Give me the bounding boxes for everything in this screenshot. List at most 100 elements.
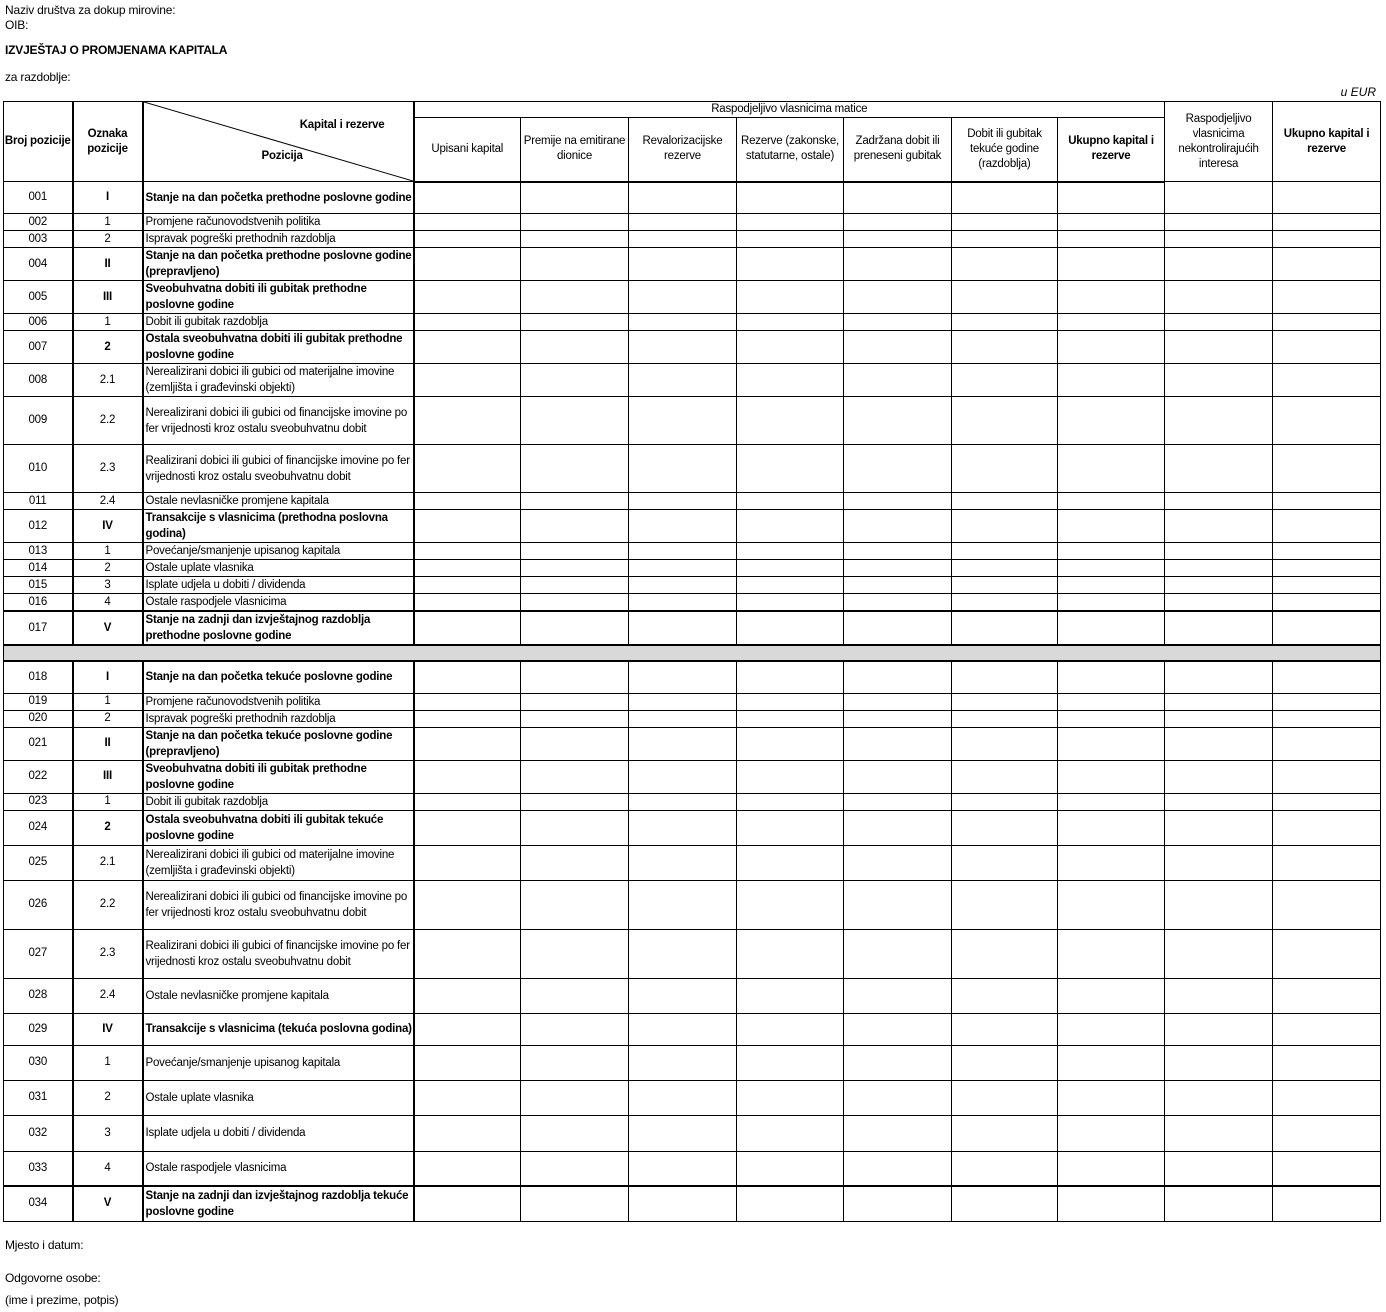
- value-cell[interactable]: [736, 330, 844, 364]
- value-cell[interactable]: [736, 809, 844, 846]
- value-cell[interactable]: [628, 759, 737, 794]
- value-cell[interactable]: [1164, 809, 1274, 846]
- value-cell[interactable]: [413, 1114, 521, 1152]
- value-cell[interactable]: [736, 610, 844, 646]
- value-cell[interactable]: [1272, 726, 1382, 761]
- value-cell[interactable]: [628, 313, 737, 331]
- value-cell[interactable]: [628, 1044, 737, 1081]
- value-cell[interactable]: [1272, 559, 1382, 577]
- value-cell[interactable]: [951, 1012, 1058, 1046]
- value-cell[interactable]: [1164, 726, 1274, 761]
- value-cell[interactable]: [843, 809, 952, 846]
- value-cell[interactable]: [843, 1012, 952, 1046]
- value-cell[interactable]: [628, 181, 737, 214]
- value-cell[interactable]: [1164, 330, 1274, 364]
- value-cell[interactable]: [413, 726, 521, 761]
- value-cell[interactable]: [736, 928, 844, 979]
- value-cell[interactable]: [413, 809, 521, 846]
- value-cell[interactable]: [520, 1185, 629, 1222]
- value-cell[interactable]: [843, 492, 952, 510]
- value-cell[interactable]: [1164, 181, 1274, 214]
- value-cell[interactable]: [1272, 844, 1382, 881]
- value-cell[interactable]: [520, 809, 629, 846]
- value-cell[interactable]: [1272, 1044, 1382, 1081]
- value-cell[interactable]: [1164, 1044, 1274, 1081]
- value-cell[interactable]: [413, 593, 521, 612]
- value-cell[interactable]: [843, 792, 952, 811]
- value-cell[interactable]: [951, 709, 1058, 728]
- value-cell[interactable]: [951, 759, 1058, 794]
- value-cell[interactable]: [1164, 660, 1274, 694]
- value-cell[interactable]: [1272, 363, 1382, 397]
- value-cell[interactable]: [413, 230, 521, 248]
- value-cell[interactable]: [628, 230, 737, 248]
- value-cell[interactable]: [951, 247, 1058, 281]
- value-cell[interactable]: [1164, 692, 1274, 711]
- value-cell[interactable]: [951, 879, 1058, 930]
- value-cell[interactable]: [1056, 542, 1166, 560]
- value-cell[interactable]: [413, 1012, 521, 1046]
- value-cell[interactable]: [413, 396, 521, 445]
- value-cell[interactable]: [413, 313, 521, 331]
- value-cell[interactable]: [520, 928, 629, 979]
- value-cell[interactable]: [1272, 879, 1382, 930]
- value-cell[interactable]: [951, 844, 1058, 881]
- value-cell[interactable]: [1272, 542, 1382, 560]
- value-cell[interactable]: [1164, 492, 1274, 510]
- value-cell[interactable]: [1272, 660, 1382, 694]
- value-cell[interactable]: [1056, 1012, 1166, 1046]
- value-cell[interactable]: [1272, 709, 1382, 728]
- value-cell[interactable]: [1164, 792, 1274, 811]
- value-cell[interactable]: [736, 576, 844, 594]
- value-cell[interactable]: [520, 559, 629, 577]
- value-cell[interactable]: [413, 1044, 521, 1081]
- value-cell[interactable]: [520, 879, 629, 930]
- value-cell[interactable]: [1272, 1114, 1382, 1152]
- value-cell[interactable]: [520, 181, 629, 214]
- value-cell[interactable]: [843, 726, 952, 761]
- value-cell[interactable]: [1164, 363, 1274, 397]
- value-cell[interactable]: [628, 280, 737, 314]
- value-cell[interactable]: [951, 509, 1058, 543]
- value-cell[interactable]: [1164, 593, 1274, 612]
- value-cell[interactable]: [843, 213, 952, 231]
- value-cell[interactable]: [736, 1150, 844, 1187]
- value-cell[interactable]: [413, 977, 521, 1014]
- value-cell[interactable]: [413, 247, 521, 281]
- value-cell[interactable]: [413, 363, 521, 397]
- value-cell[interactable]: [520, 593, 629, 612]
- value-cell[interactable]: [520, 1079, 629, 1116]
- value-cell[interactable]: [736, 444, 844, 493]
- value-cell[interactable]: [951, 1150, 1058, 1187]
- value-cell[interactable]: [1056, 709, 1166, 728]
- value-cell[interactable]: [628, 726, 737, 761]
- value-cell[interactable]: [628, 928, 737, 979]
- value-cell[interactable]: [951, 396, 1058, 445]
- value-cell[interactable]: [1056, 230, 1166, 248]
- value-cell[interactable]: [413, 181, 521, 214]
- value-cell[interactable]: [1056, 280, 1166, 314]
- value-cell[interactable]: [736, 230, 844, 248]
- value-cell[interactable]: [951, 492, 1058, 510]
- value-cell[interactable]: [1164, 610, 1274, 646]
- value-cell[interactable]: [413, 660, 521, 694]
- value-cell[interactable]: [1164, 576, 1274, 594]
- value-cell[interactable]: [520, 444, 629, 493]
- value-cell[interactable]: [736, 692, 844, 711]
- value-cell[interactable]: [1272, 1012, 1382, 1046]
- value-cell[interactable]: [1056, 1150, 1166, 1187]
- value-cell[interactable]: [520, 542, 629, 560]
- value-cell[interactable]: [520, 1150, 629, 1187]
- value-cell[interactable]: [951, 559, 1058, 577]
- value-cell[interactable]: [1164, 759, 1274, 794]
- value-cell[interactable]: [951, 809, 1058, 846]
- value-cell[interactable]: [1272, 1150, 1382, 1187]
- value-cell[interactable]: [736, 542, 844, 560]
- value-cell[interactable]: [1056, 330, 1166, 364]
- value-cell[interactable]: [951, 660, 1058, 694]
- value-cell[interactable]: [1056, 1044, 1166, 1081]
- value-cell[interactable]: [1056, 928, 1166, 979]
- value-cell[interactable]: [736, 1114, 844, 1152]
- value-cell[interactable]: [1056, 1114, 1166, 1152]
- value-cell[interactable]: [628, 610, 737, 646]
